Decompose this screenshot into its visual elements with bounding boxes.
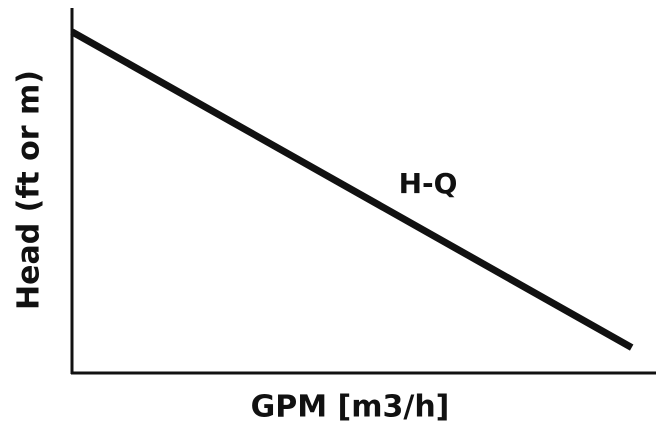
line xyxy=(70,28,634,351)
y-axis-label: Head (ft or m) xyxy=(12,70,47,310)
x-axis-label: GPM [m3/h] xyxy=(251,390,450,425)
annotation: H-Q xyxy=(399,167,458,200)
